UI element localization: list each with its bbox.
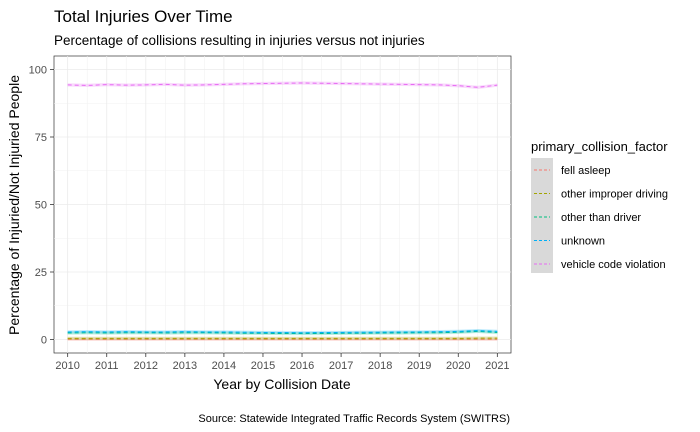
- legend-label: vehicle code violation: [561, 259, 666, 271]
- x-tick-label: 2013: [173, 360, 197, 372]
- legend-label: unknown: [561, 236, 605, 248]
- x-axis: 2010 2011 2012 2013 2014 2015 2016 2017 2018 2019…: [55, 353, 510, 372]
- legend-label: other than driver: [561, 212, 641, 224]
- legend-item: fell asleep: [534, 165, 611, 177]
- x-tick-label: 2012: [134, 360, 158, 372]
- series-layer: [67, 81, 498, 341]
- plot-panel: [53, 55, 512, 354]
- grid-major: [54, 56, 511, 353]
- y-tick-label: 25: [35, 267, 47, 279]
- legend-key-background: [531, 158, 553, 273]
- y-tick-label: 100: [29, 65, 47, 77]
- x-tick-label: 2010: [55, 360, 79, 372]
- legend: primary_collision_factor fell asleep othe…: [531, 139, 668, 273]
- series-vehicle-code-violation: [67, 81, 498, 89]
- legend-item: other than driver: [534, 212, 641, 224]
- x-tick-label: 2018: [368, 360, 392, 372]
- x-tick-label: 2014: [212, 360, 236, 372]
- x-tick-label: 2015: [251, 360, 275, 372]
- x-tick-label: 2020: [446, 360, 470, 372]
- x-axis-title: Year by Collision Date: [213, 376, 350, 392]
- x-tick-label: 2017: [329, 360, 353, 372]
- x-tick-label: 2021: [485, 360, 509, 372]
- series-line: [67, 330, 498, 335]
- legend-item: vehicle code violation: [534, 259, 666, 271]
- y-axis-title: Percentage of Injuried/Not Injuried Peop…: [6, 75, 22, 335]
- series-other-improper-driving: [67, 336, 498, 341]
- y-tick-label: 0: [41, 335, 47, 347]
- series-ribbon: [67, 81, 498, 89]
- chart-subtitle: Percentage of collisions resulting in in…: [54, 33, 425, 48]
- series-line: [67, 82, 498, 88]
- y-tick-label: 75: [35, 132, 47, 144]
- x-tick-label: 2016: [290, 360, 314, 372]
- series-other-than-driver: [67, 329, 498, 336]
- chart-title: Total Injuries Over Time: [54, 7, 233, 26]
- series-ribbon: [67, 328, 498, 335]
- x-tick-label: 2011: [95, 360, 119, 372]
- y-tick-label: 50: [35, 200, 47, 212]
- legend-item: unknown: [534, 236, 605, 248]
- legend-title: primary_collision_factor: [531, 139, 668, 154]
- chart-caption: Source: Statewide Integrated Traffic Rec…: [198, 413, 510, 425]
- series-unknown: [67, 328, 498, 335]
- x-tick-label: 2019: [407, 360, 431, 372]
- y-axis: 0 25 50 75 100: [29, 65, 54, 347]
- legend-label: fell asleep: [561, 165, 611, 177]
- series-ribbon: [67, 329, 498, 336]
- legend-label: other improper driving: [561, 189, 668, 201]
- series-line: [67, 330, 498, 334]
- legend-item: other improper driving: [534, 189, 668, 201]
- series-ribbon: [67, 336, 498, 341]
- legend-items: fell asleep other improper driving other t…: [534, 165, 668, 271]
